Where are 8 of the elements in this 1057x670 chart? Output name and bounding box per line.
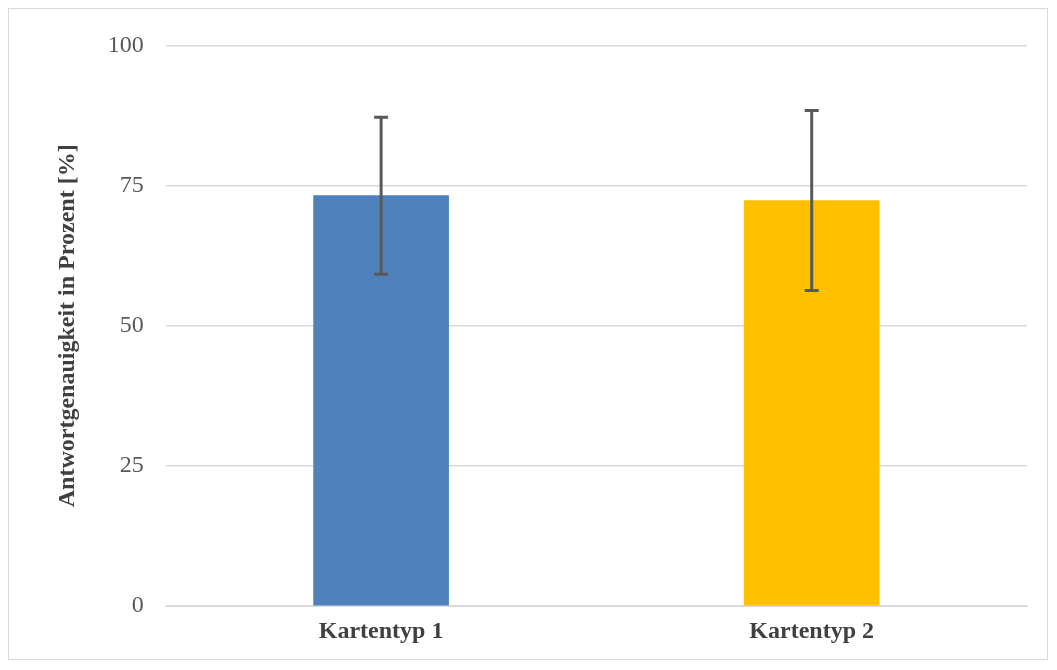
x-tick-label: Kartentyp 2 xyxy=(749,616,875,643)
y-axis-title: Antwortgenauigkeit in Prozent [%] xyxy=(52,144,79,508)
y-tick-label: 25 xyxy=(119,451,144,478)
y-tick-label: 50 xyxy=(119,311,144,338)
y-tick-label: 75 xyxy=(119,170,144,197)
x-tick-label: Kartentyp 1 xyxy=(318,616,444,643)
y-tick-label: 100 xyxy=(107,30,144,57)
y-tick-label: 0 xyxy=(131,591,144,618)
